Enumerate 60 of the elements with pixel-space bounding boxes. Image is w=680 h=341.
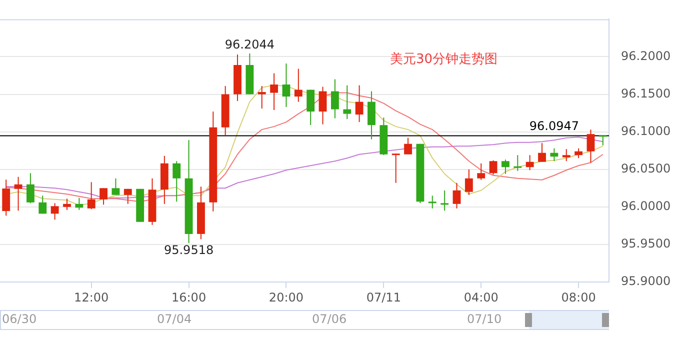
candlestick <box>306 89 315 126</box>
annotation: 95.9518 <box>164 243 214 258</box>
candlestick <box>355 84 364 123</box>
y-tick-label: 96.1000 <box>621 124 671 138</box>
y-tick-label: 96.1500 <box>621 86 671 100</box>
annotation: 96.2044 <box>224 38 275 52</box>
candlestick <box>538 142 546 162</box>
x-tick-label: 20:00 <box>268 290 304 304</box>
y-tick-label: 96.0000 <box>621 199 671 214</box>
x-tick-label: 04:00 <box>464 290 498 304</box>
candlestick <box>75 197 84 210</box>
candlestick <box>63 198 71 210</box>
candlestick <box>258 86 266 110</box>
y-tick-label: 95.9000 <box>621 274 671 288</box>
candlestick <box>270 72 278 111</box>
candlestick <box>452 182 461 209</box>
candlestick <box>2 179 10 216</box>
candlestick <box>404 137 412 155</box>
text: 美元30分钟走势图 <box>390 51 498 68</box>
x-tick-label: 16:00 <box>171 290 206 304</box>
candlestick <box>26 172 34 204</box>
candlestick <box>100 188 108 206</box>
candlestick <box>87 182 96 210</box>
candlestick <box>526 154 534 171</box>
candlestick <box>477 162 486 180</box>
candlestick <box>574 148 583 159</box>
candlestick <box>112 178 120 196</box>
candlestick <box>598 134 607 146</box>
candlestick <box>368 90 376 140</box>
ref-line-label: 96.0947 <box>529 118 579 133</box>
x-tick-label: 12:00 <box>74 290 109 304</box>
candlestick <box>294 68 302 102</box>
candlestick <box>489 160 498 176</box>
candlestick <box>428 195 436 209</box>
candlestick <box>514 154 522 172</box>
candlestick <box>440 190 449 212</box>
candlestick <box>392 153 400 184</box>
candlestick <box>318 86 327 125</box>
candlestick <box>562 148 570 162</box>
candlestick <box>282 63 290 108</box>
candlestick <box>38 195 47 214</box>
candlestick <box>50 202 59 220</box>
candlestick <box>330 78 339 119</box>
candlestick <box>14 176 22 212</box>
candlestick <box>464 168 473 196</box>
y-tick-label: 96.2000 <box>621 48 671 63</box>
text: 07/06 <box>312 312 347 326</box>
candlestick <box>550 148 558 162</box>
text: 07/10 <box>467 312 502 326</box>
candlestick <box>343 84 352 120</box>
y-tick-label: 96.0500 <box>621 161 671 176</box>
y-tick-label: 95.9500 <box>621 236 671 251</box>
candlestick <box>586 129 595 164</box>
candlestick <box>124 188 132 204</box>
x-tick-label: 08:00 <box>561 290 596 304</box>
x-tick-label: 07/11 <box>366 290 401 304</box>
text: 07/04 <box>157 312 192 326</box>
candlestick <box>172 160 181 202</box>
candlestick <box>502 159 510 174</box>
text: 06/30 <box>2 312 37 326</box>
